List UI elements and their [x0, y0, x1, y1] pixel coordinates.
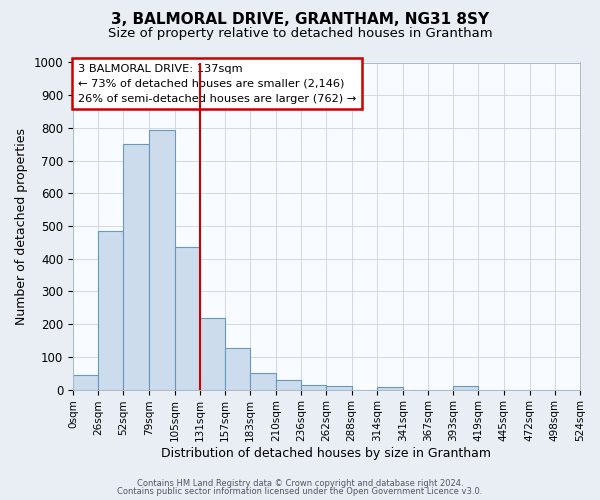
Bar: [98, 231, 123, 390]
Bar: [453, 386, 478, 390]
Bar: [123, 144, 149, 390]
Bar: [326, 386, 352, 390]
Bar: [73, 375, 98, 390]
Text: Contains HM Land Registry data © Crown copyright and database right 2024.: Contains HM Land Registry data © Crown c…: [137, 478, 463, 488]
Bar: [225, 348, 250, 390]
Text: 3, BALMORAL DRIVE, GRANTHAM, NG31 8SY: 3, BALMORAL DRIVE, GRANTHAM, NG31 8SY: [111, 12, 489, 28]
Bar: [301, 384, 326, 390]
Text: Size of property relative to detached houses in Grantham: Size of property relative to detached ho…: [107, 28, 493, 40]
Bar: [250, 372, 276, 390]
Bar: [149, 130, 175, 390]
Bar: [377, 387, 403, 390]
Bar: [175, 248, 200, 390]
X-axis label: Distribution of detached houses by size in Grantham: Distribution of detached houses by size …: [161, 447, 491, 460]
Y-axis label: Number of detached properties: Number of detached properties: [15, 128, 28, 324]
Text: 3 BALMORAL DRIVE: 137sqm
← 73% of detached houses are smaller (2,146)
26% of sem: 3 BALMORAL DRIVE: 137sqm ← 73% of detach…: [78, 64, 356, 104]
Bar: [200, 318, 225, 390]
Bar: [276, 380, 301, 390]
Text: Contains public sector information licensed under the Open Government Licence v3: Contains public sector information licen…: [118, 487, 482, 496]
